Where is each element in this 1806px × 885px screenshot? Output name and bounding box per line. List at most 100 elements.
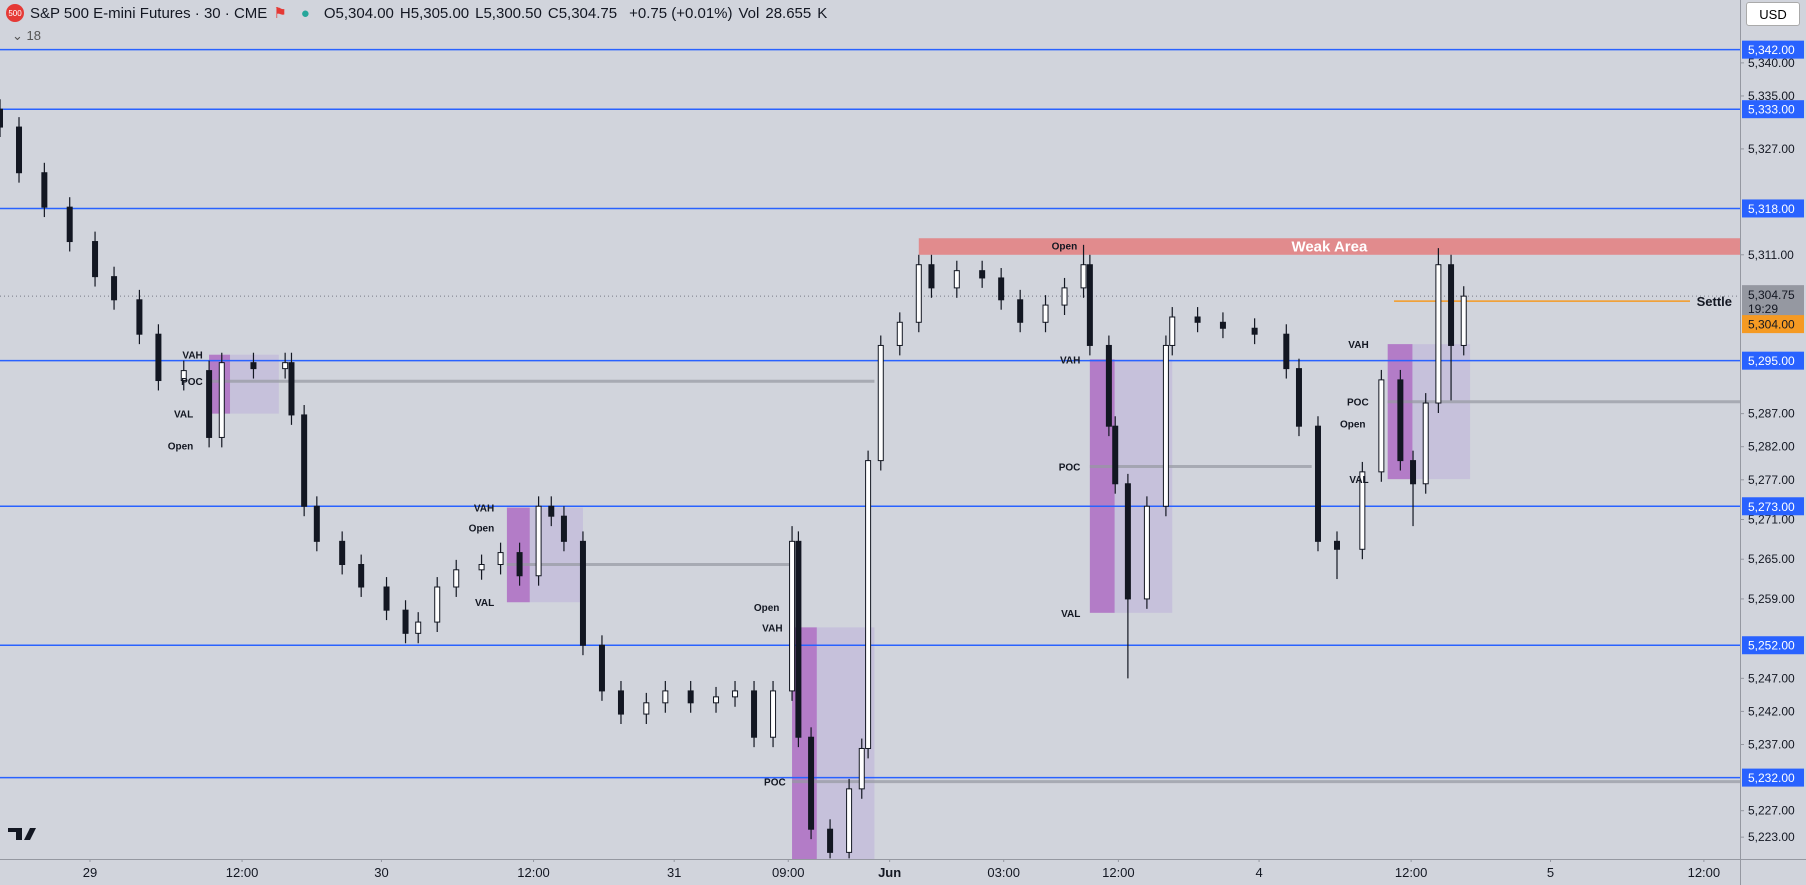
level-price-label: 5,342.00 — [1748, 43, 1795, 57]
candle-body — [358, 564, 365, 588]
candle-body — [1219, 321, 1226, 329]
candle-body — [846, 788, 853, 853]
volume: 28.655 — [765, 4, 812, 22]
candle-body — [808, 736, 815, 830]
candle-body — [998, 277, 1005, 301]
candle-body — [1333, 540, 1340, 550]
candle-body — [560, 515, 567, 542]
logo — [8, 828, 36, 840]
candle-body — [383, 586, 390, 611]
candle-body — [915, 264, 922, 323]
candle-body — [1112, 425, 1119, 485]
candle-body — [827, 828, 834, 853]
candle-body — [928, 264, 935, 289]
y-tick-label: 5,223.00 — [1748, 830, 1795, 844]
candle-body — [1124, 483, 1131, 600]
ohlc-key: H — [399, 4, 411, 22]
flag[interactable]: ⚑ — [273, 5, 287, 22]
candle-body — [1143, 505, 1150, 600]
profile-marker: VAH — [762, 623, 782, 634]
indicators-toggle[interactable]: ⌄ 18 — [12, 28, 41, 43]
y-tick-label: 5,242.00 — [1748, 704, 1795, 718]
x-tick-label: 12:00 — [226, 865, 259, 880]
y-tick-label: 5,327.00 — [1748, 142, 1795, 156]
y-tick-label: 5,259.00 — [1748, 592, 1795, 606]
candle-body — [282, 362, 289, 370]
candle-body — [155, 333, 162, 382]
y-tick-label: 5,311.00 — [1748, 248, 1794, 262]
candle-body — [1448, 264, 1455, 346]
candle-body — [751, 690, 758, 738]
candle-body — [548, 505, 555, 517]
candle-body — [1080, 264, 1087, 289]
candle-body — [16, 126, 23, 174]
symbol-title[interactable]: S&P 500 E-mini Futures · 30 · CME — [30, 4, 268, 22]
profile-marker: Open — [1052, 242, 1078, 253]
ohlc-value: 5,305.00 — [410, 4, 470, 22]
ohlc: O5,304.00 H5,305.00 L5,300.50 C5,304.75 — [324, 5, 623, 22]
candle-body — [858, 747, 865, 790]
candle-body — [662, 690, 669, 704]
value-area — [1089, 359, 1173, 613]
candle-body — [1042, 304, 1049, 323]
settle-label: Settle — [1697, 294, 1732, 309]
weak-area-label: Weak Area — [1291, 239, 1368, 256]
candle-body — [313, 505, 320, 542]
candle-body — [1017, 299, 1024, 323]
candle-body — [953, 270, 960, 289]
profile-marker: Open — [469, 523, 495, 534]
ohlc-key: L — [475, 4, 484, 22]
x-tick-label: 4 — [1255, 865, 1262, 880]
profile-marker: Open — [1340, 420, 1366, 431]
x-tick-label: 30 — [374, 865, 388, 880]
level-price-tag — [1742, 636, 1804, 655]
level-price-label: 5,333.00 — [1748, 103, 1795, 117]
candle-body — [713, 696, 720, 704]
y-tick-label: 5,271.00 — [1748, 513, 1795, 527]
candle-body — [617, 690, 624, 715]
status-dot: ● — [300, 4, 310, 22]
level-price-tag — [1742, 497, 1804, 516]
candle-body — [250, 362, 257, 370]
weak-area — [918, 238, 1740, 255]
value-area — [792, 627, 875, 859]
settle-price-label: 5,304.00 — [1748, 318, 1795, 332]
level-price-tag — [1742, 199, 1804, 218]
candle-body — [1422, 402, 1429, 485]
candle-body — [1378, 379, 1385, 473]
ohlc-key: O — [323, 4, 336, 22]
candle-body — [1314, 425, 1321, 542]
profile-marker: VAL — [174, 410, 193, 421]
candle-body — [1169, 316, 1176, 346]
change: +0.75 (+0.01%) — [629, 4, 733, 22]
profile-marker: VAL — [1349, 475, 1368, 486]
profile-marker: POC — [764, 778, 786, 789]
candle-body — [1194, 316, 1201, 323]
level-price-tag — [1742, 351, 1804, 370]
candle-body — [1397, 379, 1404, 462]
profile-marker: Open — [168, 441, 194, 452]
currency-button[interactable]: USD — [1746, 2, 1800, 26]
profile-marker: VAL — [475, 598, 494, 609]
x-tick-label: 29 — [83, 865, 97, 880]
volume-key: Vol — [738, 4, 760, 22]
level-price-tag — [1742, 40, 1804, 59]
level-price-label: 5,252.00 — [1748, 639, 1795, 653]
level-price-label: 5,273.00 — [1748, 500, 1795, 514]
y-tick-label: 5,287.00 — [1748, 407, 1795, 421]
last-price-tag — [1742, 285, 1804, 318]
candle-body — [687, 690, 694, 704]
x-tick-label: 31 — [667, 865, 681, 880]
candle-body — [516, 552, 523, 577]
candle-body — [288, 362, 295, 416]
x-tick-label: 12:00 — [1102, 865, 1135, 880]
candle-body — [66, 206, 73, 243]
level-price-label: 5,318.00 — [1748, 202, 1795, 216]
y-tick-label: 5,237.00 — [1748, 738, 1795, 752]
candle-body — [453, 569, 460, 588]
candle-body — [1105, 344, 1112, 427]
y-tick-label: 5,282.00 — [1748, 440, 1795, 454]
candle-body — [339, 540, 346, 566]
profile-marker: POC — [1347, 398, 1369, 409]
